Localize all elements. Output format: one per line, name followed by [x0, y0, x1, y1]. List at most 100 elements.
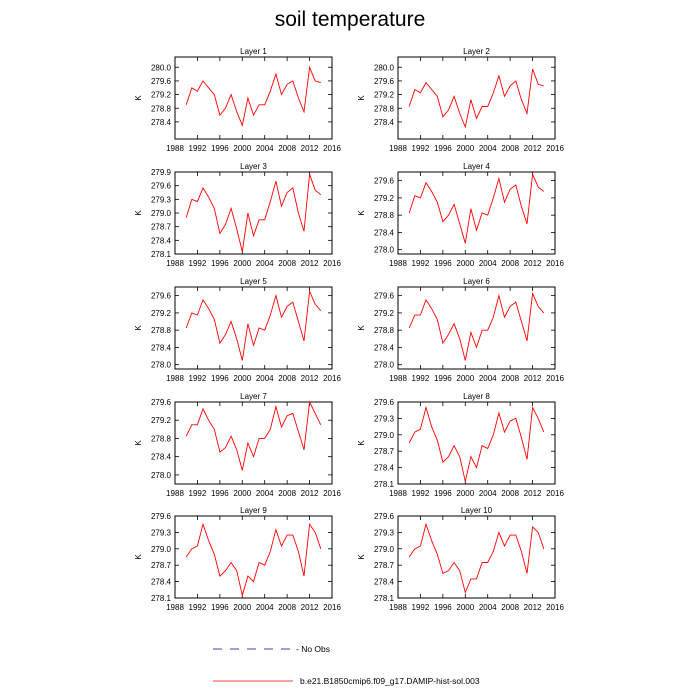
x-tick-label: 2000	[456, 489, 474, 498]
y-tick-label: 279.6	[151, 512, 172, 521]
y-axis-label: K	[134, 554, 143, 560]
y-tick-label: 278.4	[151, 118, 172, 127]
x-tick-label: 2000	[233, 259, 251, 268]
x-tick-label: 1988	[389, 144, 407, 153]
y-tick-label: 278.4	[374, 343, 395, 352]
chart-panel-4: Layer 4 278.0 278.4 278.8 279.2 279.6 1988 1992…	[357, 162, 564, 268]
x-tick-label: 2012	[301, 259, 319, 268]
x-tick-label: 2000	[456, 603, 474, 612]
y-tick-label: 279.6	[151, 77, 172, 86]
chart-panel-9: Layer 9 278.1 278.4 278.7 279.0 279.3 279.6 198…	[134, 506, 341, 612]
y-axis-label: K	[134, 210, 143, 216]
y-tick-label: 278.8	[151, 326, 172, 335]
y-tick-label: 279.2	[374, 91, 395, 100]
x-tick-label: 2016	[546, 603, 564, 612]
x-tick-label: 1988	[166, 603, 184, 612]
x-tick-label: 2004	[479, 603, 497, 612]
x-tick-label: 2012	[524, 144, 542, 153]
x-tick-label: 2004	[256, 259, 274, 268]
x-tick-label: 2008	[278, 603, 296, 612]
x-tick-label: 2012	[301, 144, 319, 153]
x-tick-label: 1988	[389, 374, 407, 383]
plot-frame	[397, 286, 556, 370]
chart-panel-6: Layer 6 278.0 278.4 278.8 279.2 279.6 1988 1992…	[357, 277, 564, 383]
y-axis-label: K	[357, 440, 366, 446]
x-tick-label: 2016	[323, 374, 341, 383]
x-tick-label: 2008	[501, 259, 519, 268]
x-tick-label: 1996	[434, 259, 452, 268]
x-tick-label: 2000	[233, 489, 251, 498]
y-tick-label: 278.8	[374, 326, 395, 335]
series-line	[408, 291, 545, 361]
x-tick-label: 2008	[501, 489, 519, 498]
x-tick-label: 2004	[256, 374, 274, 383]
x-tick-label: 2004	[479, 489, 497, 498]
y-tick-label: 279.0	[374, 545, 395, 554]
y-tick-label: 278.8	[151, 434, 172, 443]
panel-title: Layer 6	[463, 277, 490, 286]
y-tick-label: 279.6	[151, 292, 172, 301]
x-tick-label: 2016	[546, 259, 564, 268]
x-tick-label: 2016	[323, 259, 341, 268]
series-line	[185, 65, 321, 127]
panel-title: Layer 4	[463, 162, 490, 171]
y-axis-label: K	[357, 554, 366, 560]
page-title: soil temperature	[274, 8, 426, 31]
x-tick-label: 1988	[166, 259, 184, 268]
y-tick-label: 278.8	[151, 104, 172, 113]
x-tick-label: 1996	[434, 374, 452, 383]
chart-panel-10: Layer 10 278.1 278.4 278.7 279.0 279.3 279.6 19…	[357, 506, 564, 612]
y-tick-label: 278.1	[374, 480, 395, 489]
y-tick-label: 279.3	[374, 528, 395, 537]
y-tick-label: 279.2	[374, 194, 395, 203]
x-tick-label: 2016	[323, 489, 341, 498]
x-tick-label: 2004	[479, 144, 497, 153]
y-tick-label: 278.7	[374, 561, 395, 570]
y-axis-label: K	[357, 210, 366, 216]
x-tick-label: 2016	[546, 489, 564, 498]
x-tick-label: 2008	[501, 144, 519, 153]
chart-panel-2: Layer 2 278.4 278.8 279.2 279.6 280.0 1988 1992…	[357, 47, 564, 153]
chart-panel-3: Layer 3 278.1 278.4 278.7 279.0 279.3 279.6 279…	[134, 162, 341, 268]
x-tick-label: 2000	[456, 259, 474, 268]
plot-frame	[397, 401, 556, 485]
y-tick-label: 278.7	[151, 561, 172, 570]
y-axis-label: K	[134, 325, 143, 331]
x-tick-label: 2012	[301, 374, 319, 383]
y-tick-label: 278.8	[374, 104, 395, 113]
y-tick-label: 279.6	[151, 398, 172, 407]
panel-title: Layer 7	[240, 392, 267, 401]
x-tick-label: 1992	[412, 603, 430, 612]
x-tick-label: 1992	[412, 144, 430, 153]
y-tick-label: 279.0	[151, 209, 172, 218]
series-line	[185, 400, 322, 471]
series-line	[408, 522, 545, 594]
y-tick-label: 279.2	[151, 416, 172, 425]
y-tick-label: 278.4	[374, 464, 395, 473]
y-tick-label: 279.6	[374, 292, 395, 301]
x-tick-label: 2008	[501, 374, 519, 383]
x-tick-label: 1992	[189, 144, 207, 153]
y-tick-label: 278.4	[374, 578, 395, 587]
x-tick-label: 1988	[389, 259, 407, 268]
x-tick-label: 1988	[389, 489, 407, 498]
series-line	[185, 289, 322, 361]
chart-panel-7: Layer 7 278.0 278.4 278.8 279.2 279.6 1988 1992…	[134, 392, 341, 498]
chart-panel-5: Layer 5 278.0 278.4 278.8 279.2 279.6 1988 1992…	[134, 277, 341, 383]
x-tick-label: 2000	[233, 144, 251, 153]
panel-title: Layer 8	[463, 392, 490, 401]
panel-title: Layer 2	[463, 47, 490, 56]
y-tick-label: 278.1	[374, 594, 395, 603]
legend-no-obs-label: - No Obs	[296, 644, 330, 654]
y-tick-label: 278.0	[374, 246, 395, 255]
y-tick-label: 280.0	[151, 63, 172, 72]
y-tick-label: 278.4	[374, 118, 395, 127]
x-tick-label: 1996	[211, 603, 229, 612]
y-tick-label: 279.0	[151, 545, 172, 554]
y-tick-label: 279.9	[151, 168, 172, 177]
x-tick-label: 2008	[278, 144, 296, 153]
y-tick-label: 279.3	[151, 195, 172, 204]
x-tick-label: 2000	[456, 374, 474, 383]
y-tick-label: 279.6	[374, 177, 395, 186]
y-tick-label: 278.4	[151, 343, 172, 352]
